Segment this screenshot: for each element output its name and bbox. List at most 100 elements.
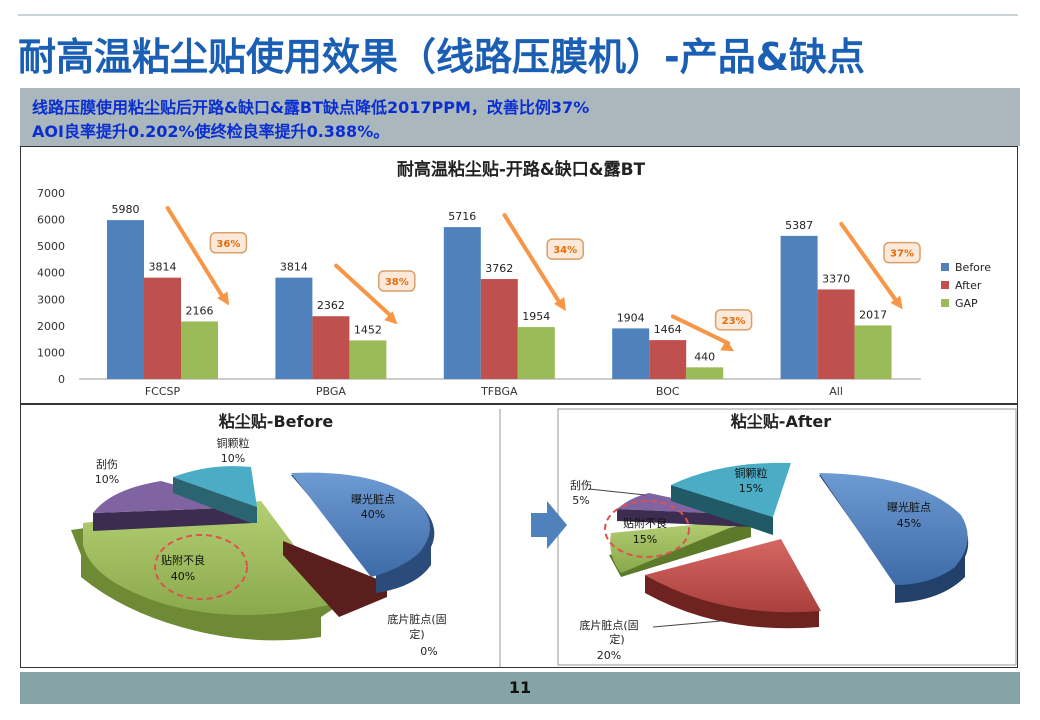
bar-chart-title: 耐高温粘尘贴-开路&缺口&露BT (397, 159, 646, 180)
footer-band: 11 (20, 672, 1020, 704)
improvement-arrow-shaft (502, 213, 562, 306)
bar-category-label: BOC (656, 385, 680, 398)
before-label-attach: 贴附不良 (161, 553, 205, 567)
before-label-copper: 铜颗粒 (217, 436, 250, 450)
bar-category-label: TFBGA (480, 385, 518, 398)
improvement-callout-label: 37% (890, 249, 914, 260)
after-pct-expose: 45% (897, 517, 921, 530)
before-to-after-arrow (531, 501, 567, 549)
before-slice-scratch-side (93, 507, 253, 531)
pie-charts-panel: 粘尘贴-Before 铜颗粒 10% 刮伤 10% 曝光脏点 40% 贴附不良 (20, 404, 1018, 668)
improvement-callout-box (546, 238, 584, 260)
legend-label-gap: GAP (955, 297, 978, 310)
bar-data-label: 1954 (522, 310, 550, 323)
after-slice-attach-side (609, 523, 751, 577)
bar-gap-tfbga (517, 327, 555, 379)
bar-data-label: 2166 (186, 304, 214, 317)
bar-data-label: 2362 (317, 299, 345, 312)
slide-title: 耐高温粘尘贴使用效果（线路压膜机）-产品&缺点 (18, 35, 865, 79)
improvement-arrow-shaft (165, 206, 226, 300)
before-pct-attach: 40% (171, 570, 195, 583)
bar-chart-panel: 耐高温粘尘贴-开路&缺口&露BT 0 1000 2000 3000 4000 5000 60… (20, 146, 1018, 404)
bar-before-tfbga (443, 227, 481, 379)
before-pct-copper: 10% (221, 452, 245, 465)
after-slice-expose (819, 473, 968, 585)
legend-swatch-before (941, 263, 949, 271)
bar-after-pbga (312, 316, 350, 379)
before-pie-title: 粘尘贴-Before (219, 412, 334, 431)
bar-before-boc (612, 328, 650, 379)
after-label-copper: 铜颗粒 (735, 466, 768, 480)
bar-y-tick: 0 (58, 373, 65, 386)
summary-band: 线路压膜使用粘尘贴后开路&缺口&露BT缺点降低2017PPM，改善比例37% A… (20, 88, 1020, 146)
bar-data-label: 440 (694, 350, 715, 363)
bar-data-label: 3814 (280, 261, 308, 274)
legend-label-after: After (955, 279, 982, 292)
bar-data-label: 5980 (112, 203, 140, 216)
bar-after-all (817, 289, 855, 379)
bar-y-tick: 7000 (37, 187, 65, 200)
bar-chart: 耐高温粘尘贴-开路&缺口&露BT 0 1000 2000 3000 4000 5000 60… (37, 159, 991, 398)
after-slice-attach (610, 519, 751, 573)
improvement-arrow-head (384, 311, 398, 325)
before-label-film-2: 定) (409, 627, 424, 641)
improvement-callout-box (209, 232, 248, 254)
top-rule (18, 14, 1018, 16)
before-pct-film: 0% (420, 645, 437, 658)
after-pct-copper: 15% (739, 482, 763, 495)
after-pie-title: 粘尘贴-After (731, 412, 831, 431)
improvement-callout-label: 36% (216, 239, 240, 250)
page-number: 11 (508, 678, 532, 697)
bar-before-all (780, 235, 818, 379)
improvement-callout-box (883, 241, 921, 264)
after-scratch-leader (588, 488, 646, 496)
bar-data-label: 1904 (617, 311, 645, 324)
improvement-arrow-shaft (670, 314, 731, 346)
pie-charts: 粘尘贴-Before 铜颗粒 10% 刮伤 10% 曝光脏点 40% 贴附不良 (71, 408, 1017, 667)
bar-category-label: PBGA (316, 385, 347, 398)
before-pie: 粘尘贴-Before 铜颗粒 10% 刮伤 10% 曝光脏点 40% 贴附不良 (71, 412, 447, 658)
improvement-arrow-shaft (334, 263, 394, 319)
legend-swatch-after (941, 281, 949, 289)
after-label-expose: 曝光脏点 (887, 500, 931, 514)
improvement-callout-label: 38% (385, 277, 409, 288)
before-slice-film (283, 541, 387, 617)
before-label-expose: 曝光脏点 (351, 492, 395, 506)
bar-y-tick: 6000 (37, 214, 65, 227)
bar-after-fccsp (144, 277, 181, 379)
before-attach-highlight (154, 534, 248, 600)
bar-gap-all (854, 325, 892, 379)
bar-data-label: 3762 (485, 262, 513, 275)
bar-data-label: 3814 (149, 261, 177, 274)
bar-data-label: 5387 (785, 219, 813, 232)
bar-data-label: 1464 (654, 323, 682, 336)
improvement-arrow-head (890, 295, 903, 310)
bar-data-label: 5716 (448, 210, 476, 223)
after-pie: 粘尘贴-After 铜颗粒 15% 刮伤 5% 曝光脏点 (570, 412, 969, 662)
after-label-film-1: 底片脏点(固 (579, 618, 638, 632)
bar-after-tfbga (480, 279, 518, 379)
improvement-callout-label: 34% (553, 245, 577, 256)
before-slice-copper-side (173, 477, 257, 523)
before-slice-copper (173, 466, 257, 507)
bar-y-tick: 4000 (37, 267, 65, 280)
bar-gap-fccsp (181, 321, 218, 379)
after-pct-attach: 15% (633, 533, 657, 546)
after-pie-frame (557, 408, 1017, 666)
summary-line-1: 线路压膜使用粘尘贴后开路&缺口&露BT缺点降低2017PPM，改善比例37% (32, 98, 590, 117)
bar-data-label: 1452 (354, 323, 382, 336)
bar-y-tick: 3000 (37, 293, 65, 306)
bar-gap-boc (686, 367, 724, 379)
before-slice-expose (291, 472, 430, 577)
after-label-scratch: 刮伤 (570, 478, 592, 492)
bar-y-tick: 2000 (37, 320, 65, 333)
bar-category-label: FCCSP (145, 385, 181, 398)
legend-label-before: Before (955, 261, 991, 274)
before-pct-expose: 40% (361, 508, 385, 521)
bar-data-label: 2017 (859, 308, 887, 321)
after-label-film-2: 定) (609, 632, 624, 646)
after-pct-scratch: 5% (572, 494, 589, 507)
improvement-arrow-head (553, 297, 566, 312)
before-slice-attach (83, 501, 337, 615)
bar-after-boc (649, 340, 687, 379)
